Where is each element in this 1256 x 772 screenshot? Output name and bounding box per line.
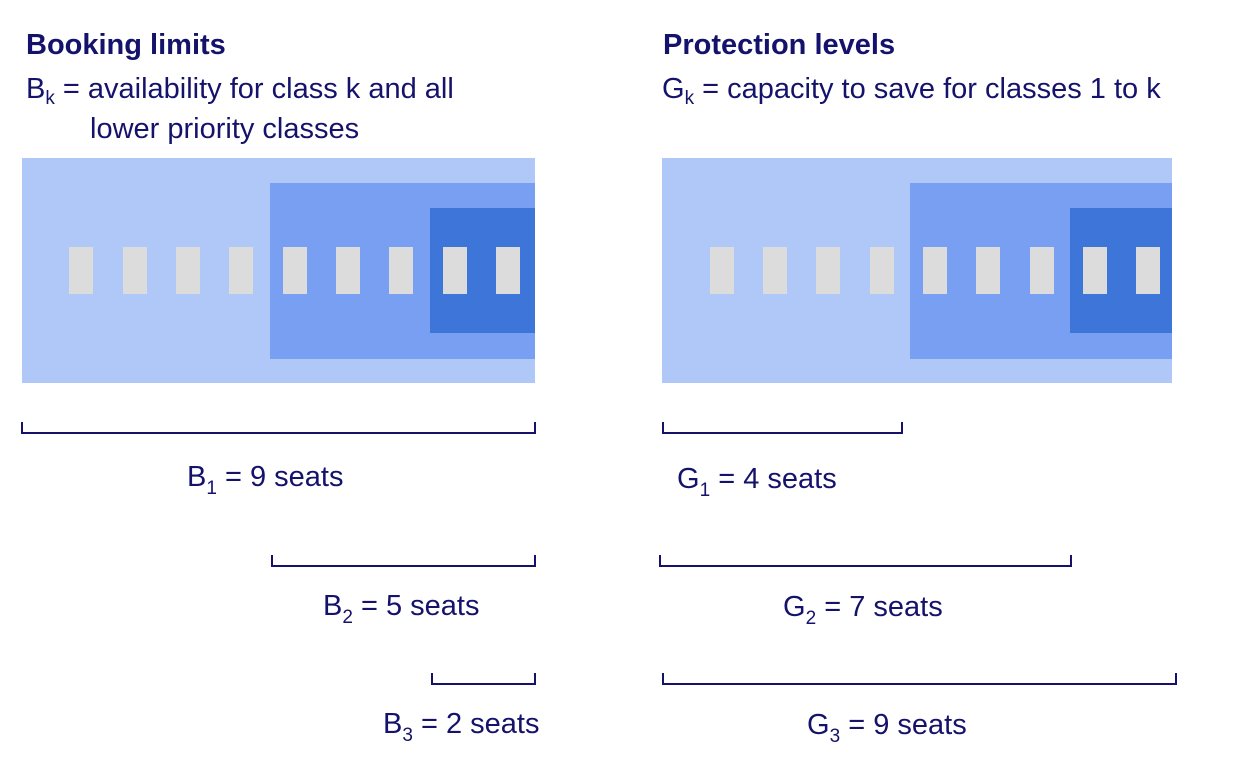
protection-definition-line1: = capacity to save for classes 1 to k bbox=[694, 73, 1161, 105]
booking-limits-title: Booking limits bbox=[26, 29, 226, 61]
seat bbox=[69, 247, 93, 294]
bracket-b1 bbox=[21, 422, 536, 434]
booking-subscript: k bbox=[45, 88, 55, 109]
protection-seat-panel bbox=[662, 158, 1172, 383]
seat bbox=[496, 247, 520, 294]
label-b2-text: = 5 seats bbox=[352, 590, 480, 622]
seat bbox=[923, 247, 947, 294]
label-b1-symbol: B bbox=[187, 461, 207, 493]
seat bbox=[443, 247, 467, 294]
bracket-g2 bbox=[659, 555, 1072, 567]
protection-symbol: G bbox=[662, 73, 685, 105]
bracket-g1 bbox=[662, 422, 903, 434]
label-b3-symbol: B bbox=[383, 708, 403, 740]
seat bbox=[283, 247, 307, 294]
label-g1: G1 = 4 seats bbox=[677, 463, 837, 501]
seat bbox=[710, 247, 734, 294]
label-b3-sub: 3 bbox=[402, 725, 413, 746]
seat bbox=[870, 247, 894, 294]
label-g2-text: = 7 seats bbox=[816, 591, 943, 623]
label-b1: B1 = 9 seats bbox=[187, 461, 344, 499]
seat bbox=[763, 247, 787, 294]
label-b2-sub: 2 bbox=[342, 607, 353, 628]
label-b3-text: = 2 seats bbox=[412, 708, 540, 740]
seat bbox=[1136, 247, 1160, 294]
label-g3: G3 = 9 seats bbox=[807, 709, 967, 747]
booking-definition-line2: lower priority classes bbox=[90, 113, 360, 145]
seat bbox=[816, 247, 840, 294]
seat bbox=[1030, 247, 1054, 294]
label-b2-symbol: B bbox=[323, 590, 343, 622]
label-g2-sub: 2 bbox=[805, 608, 817, 629]
seat bbox=[123, 247, 147, 294]
label-b3: B3 = 2 seats bbox=[383, 708, 540, 746]
label-g1-symbol: G bbox=[677, 463, 700, 495]
label-b2: B2 = 5 seats bbox=[323, 590, 480, 628]
seat bbox=[1083, 247, 1107, 294]
label-g3-sub: 3 bbox=[829, 726, 841, 747]
label-g3-text: = 9 seats bbox=[840, 709, 967, 741]
booking-symbol: B bbox=[26, 73, 46, 105]
protection-levels-definition: Gk = capacity to save for classes 1 to k bbox=[662, 69, 1161, 109]
seat bbox=[976, 247, 1000, 294]
label-g1-text: = 4 seats bbox=[710, 463, 837, 495]
bracket-g3 bbox=[662, 673, 1177, 685]
seat bbox=[336, 247, 360, 294]
booking-limits-definition: Bk = availability for class k and all bbox=[26, 69, 454, 109]
label-b1-sub: 1 bbox=[206, 478, 217, 499]
seat bbox=[389, 247, 413, 294]
protection-levels-title: Protection levels bbox=[663, 29, 896, 61]
label-g2-symbol: G bbox=[783, 591, 806, 623]
label-b1-text: = 9 seats bbox=[216, 461, 344, 493]
booking-seat-panel bbox=[22, 158, 535, 383]
bracket-b2 bbox=[271, 555, 536, 567]
bracket-b3 bbox=[431, 673, 536, 685]
label-g3-symbol: G bbox=[807, 709, 830, 741]
booking-definition-line1: = availability for class k and all bbox=[54, 73, 454, 105]
label-g1-sub: 1 bbox=[699, 480, 711, 501]
protection-subscript: k bbox=[684, 88, 695, 109]
seat bbox=[229, 247, 253, 294]
label-g2: G2 = 7 seats bbox=[783, 591, 943, 629]
seat bbox=[176, 247, 200, 294]
